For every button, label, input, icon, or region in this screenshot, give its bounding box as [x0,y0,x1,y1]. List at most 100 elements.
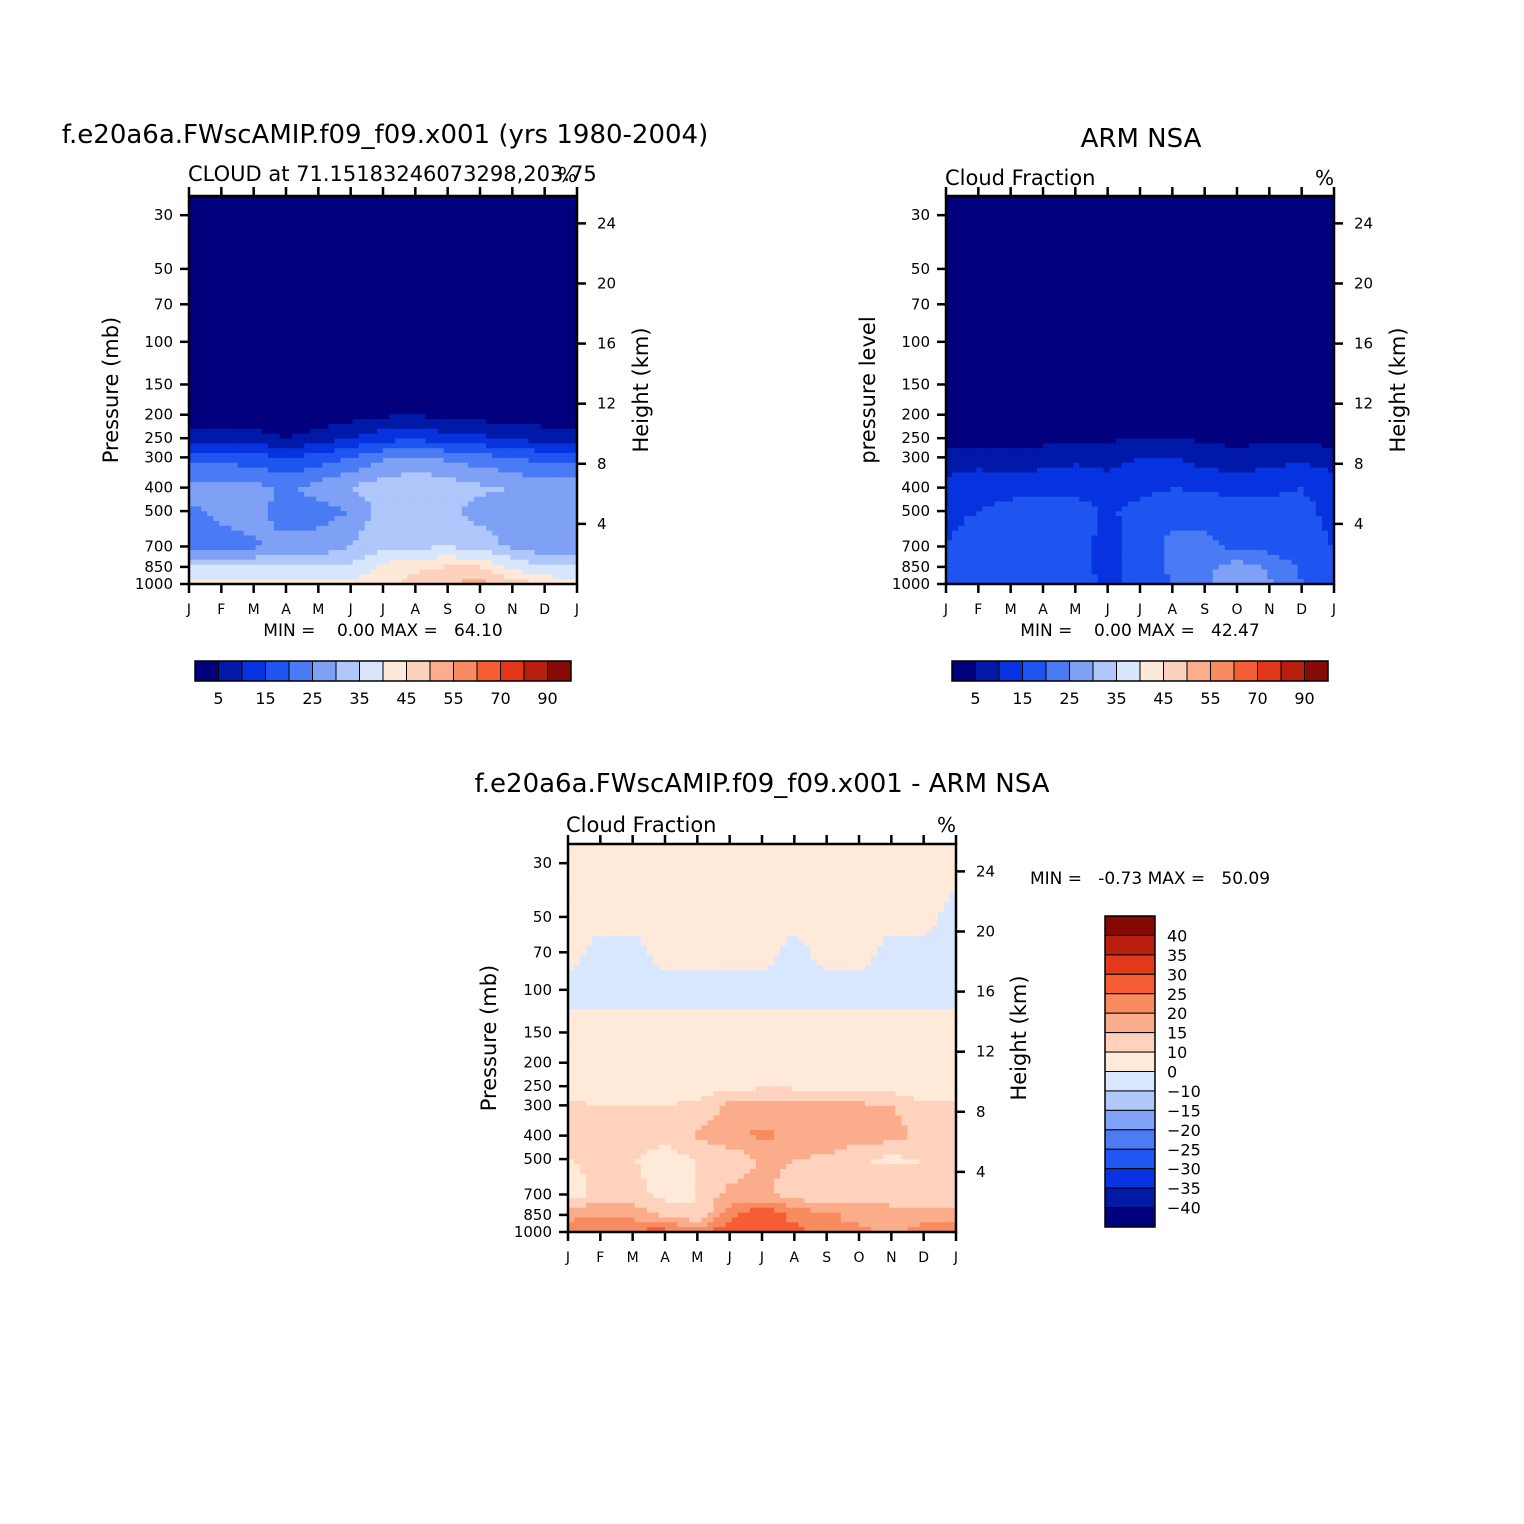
contour-cell [522,210,530,216]
contour-cell [528,453,536,459]
contour-cell [558,448,566,454]
contour-cell [546,394,554,401]
contour-cell [516,322,524,328]
contour-cell [310,482,317,488]
contour-cell [449,394,457,401]
contour-cell [352,351,360,357]
contour-cell [237,302,245,309]
contour-cell [231,550,239,556]
contour-cell [546,516,554,522]
contour-cell [510,433,517,440]
contour-cell [219,360,226,367]
contour-cell [286,414,293,420]
contour-cell [510,525,517,532]
contour-cell [564,423,572,430]
contour-cell [407,229,414,236]
contour-cell [534,360,542,367]
contour-cell [292,331,299,338]
contour-cell [334,278,342,284]
contour-cell [328,496,336,503]
contour-cell [322,472,330,478]
contour-cell [498,399,505,406]
contour-cell [249,273,257,280]
contour-cell [467,210,475,216]
contour-cell [522,360,530,367]
contour-cell [219,317,226,323]
contour-cell [455,472,463,478]
contour-cell [231,220,239,226]
contour-cell [389,438,396,444]
contour-cell [364,496,372,503]
contour-cell [286,302,293,309]
contour-cell [189,428,196,435]
contour-cell [437,516,445,522]
contour-cell [267,554,275,561]
contour-cell [540,564,548,571]
contour-cell [534,302,542,309]
contour-cell [213,365,220,372]
contour-cell [431,443,439,449]
contour-cell [473,268,481,275]
contour-cell [322,278,330,284]
contour-cell [534,520,542,527]
contour-cell [467,268,475,275]
contour-cell [461,365,469,372]
contour-cell [461,331,469,338]
contour-cell [304,457,311,464]
contour-cell [189,268,196,275]
contour-cell [328,346,336,352]
contour-cell [558,530,566,537]
contour-cell [255,482,263,488]
contour-cell [480,394,487,401]
contour-cell [558,511,566,517]
contour-cell [207,380,214,386]
contour-cell [498,239,505,246]
contour-cell [419,399,427,406]
contour-cell [273,428,281,435]
contour-cell [449,535,457,541]
contour-cell [334,205,342,212]
contour-cell [207,428,214,435]
contour-cell [437,501,445,507]
contour-cell [334,525,342,532]
contour-cell [504,317,511,323]
contour-cell [467,516,475,522]
contour-cell [473,501,481,507]
contour-cell [261,370,269,377]
contour-cell [437,302,445,309]
contour-cell [558,409,566,415]
contour-cell [534,554,542,561]
contour-cell [564,394,572,401]
contour-cell [437,273,445,280]
contour-cell [298,385,305,391]
contour-cell [358,530,366,537]
contour-cell [449,254,457,260]
contour-cell [286,288,293,294]
contour-cell [267,506,275,512]
contour-cell [407,569,414,575]
contour-cell [286,550,293,556]
contour-cell [455,200,463,207]
contour-cell [413,356,420,362]
contour-cell [546,210,554,216]
contour-cell [376,394,384,401]
contour-cell [189,414,196,420]
contour-cell [486,341,493,347]
contour-cell [431,288,439,294]
contour-cell [273,448,281,454]
contour-cell [189,288,196,294]
contour-cell [522,428,530,435]
contour-cell [486,550,493,556]
contour-cell [449,263,457,270]
contour-cell [437,506,445,512]
contour-cell [534,550,542,556]
contour-cell [298,443,305,449]
contour-cell [522,438,530,444]
contour-cell [328,535,336,541]
contour-cell [449,501,457,507]
contour-cell [425,569,433,575]
contour-cell [195,288,202,294]
contour-cell [443,317,451,323]
contour-cell [480,530,487,537]
contour-cell [201,312,208,318]
